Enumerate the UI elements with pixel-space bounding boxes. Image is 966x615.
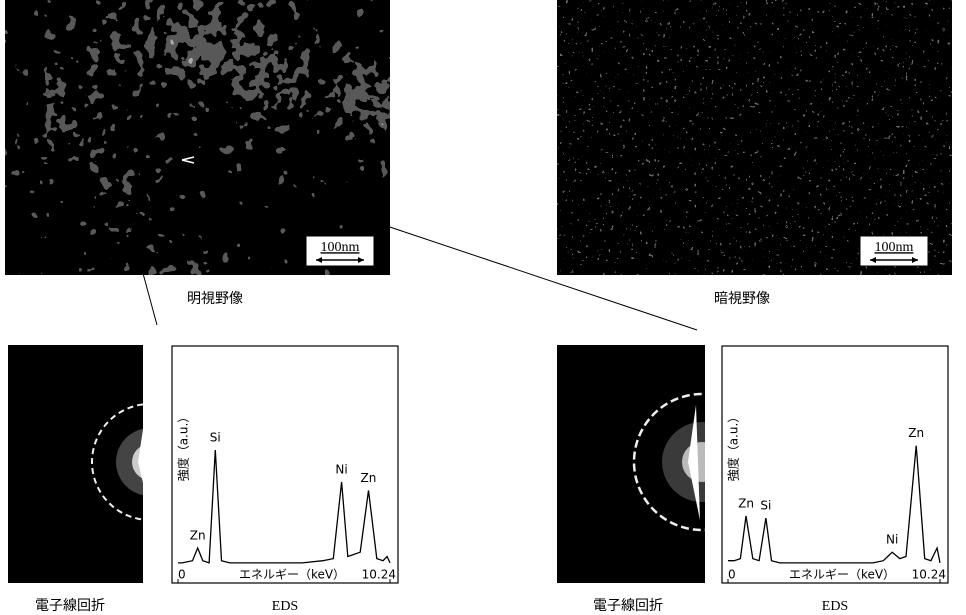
y-axis-label: 強度（a.u.） (727, 411, 741, 482)
peak-label: Zn (908, 426, 924, 440)
spectrum-line (178, 450, 390, 563)
x-tick-label: 0 (178, 568, 186, 582)
peak-label: Ni (886, 533, 898, 547)
scale-label: 100nm (321, 240, 360, 255)
chart-caption: EDS (272, 599, 298, 614)
peak-label: Zn (738, 497, 754, 511)
bright-field-image (5, 0, 390, 275)
peak-label: Si (210, 430, 221, 444)
peak-label: Ni (335, 462, 347, 476)
y-axis-label: 強度（a.u.） (177, 411, 191, 482)
x-tick-label: 10.24 (912, 568, 946, 582)
dark-field-specks (557, 0, 952, 275)
plot-frame (172, 346, 398, 583)
image-caption: 明視野像 (187, 291, 243, 307)
scale-label: 100nm (875, 240, 914, 255)
peak-label: Zn (190, 528, 206, 542)
scale-bar: 100nm (306, 236, 374, 266)
figure: 100nm 明視野像 100nm 暗視野像 電子線回折 電子線回折 010.2 (0, 0, 966, 615)
x-axis-label: エネルギー（keV） (789, 568, 895, 582)
scale-bar: 100nm (860, 236, 928, 266)
page: 100nm 明視野像 100nm 暗視野像 電子線回折 電子線回折 010.2 (0, 0, 966, 615)
image-caption: 暗視野像 (714, 291, 770, 307)
x-tick-label: 0 (728, 568, 736, 582)
peak-label: Zn (361, 471, 377, 485)
peak-label: Si (760, 499, 771, 513)
x-axis-label: エネルギー（keV） (239, 568, 345, 582)
diffraction-caption: 電子線回折 (593, 598, 663, 614)
chart-caption: EDS (822, 599, 848, 614)
diffraction-caption: 電子線回折 (35, 598, 105, 614)
x-tick-label: 10.24 (362, 568, 396, 582)
